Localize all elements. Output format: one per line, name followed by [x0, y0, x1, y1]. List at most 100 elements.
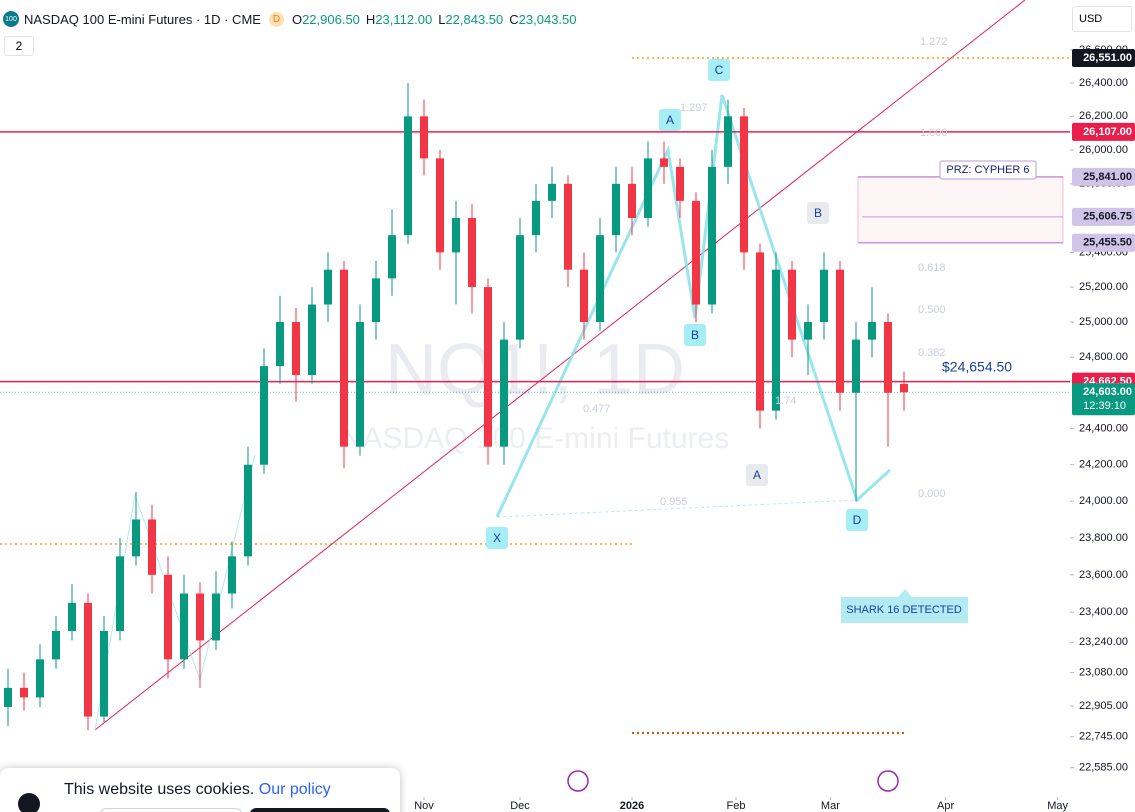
candle-body — [228, 556, 236, 594]
candle-body — [180, 593, 188, 660]
candle-body — [644, 158, 652, 218]
y-tick-label: 24,000.00 — [1079, 495, 1128, 507]
candle-body — [36, 659, 44, 698]
candle-body — [324, 269, 332, 305]
x-tick-label: Apr — [937, 800, 954, 812]
notice-pointer — [898, 589, 912, 597]
candle-body — [436, 158, 444, 253]
pattern-label: B — [691, 328, 699, 342]
price-label: 25,606.75 — [1083, 211, 1132, 223]
ohlc-item: C23,043.50 — [509, 12, 576, 27]
ohlc: O22,906.50 H23,112.00 L22,843.50 C23,043.50 — [292, 12, 583, 27]
y-tick-label: 26,000.00 — [1079, 144, 1128, 156]
candle-body — [564, 183, 572, 270]
candle-body — [372, 278, 380, 323]
header: 100 NASDAQ 100 E-mini Futures · 1D · CME… — [0, 8, 583, 30]
candle-body — [532, 200, 540, 236]
y-tick-label: 25,000.00 — [1079, 316, 1128, 328]
ohlc-item: L22,843.50 — [438, 12, 503, 27]
x-tick-label: Nov — [414, 800, 434, 812]
fib-label: 1.000 — [920, 127, 948, 139]
candle-body — [548, 183, 556, 201]
fib-label: 0.382 — [918, 347, 946, 359]
candle-body — [484, 287, 492, 447]
candle-body — [740, 116, 748, 253]
ohlc-key: L — [438, 11, 446, 27]
pattern-label: D — [853, 513, 862, 527]
price-label-box — [1072, 233, 1135, 252]
notice-box — [841, 597, 968, 623]
pattern-label-box — [746, 464, 768, 486]
candle-body — [116, 556, 124, 631]
cookie-banner: This website uses cookies. Our policy — [0, 768, 400, 812]
fib-label: 1.74 — [775, 395, 796, 407]
candle-body — [404, 116, 412, 236]
fib-label: 0.477 — [583, 403, 611, 415]
fib-label: 0.955 — [660, 496, 688, 508]
symbol-title: NASDAQ 100 E-mini Futures · 1D · CME — [24, 11, 261, 27]
x-tick-label: 2026 — [620, 800, 644, 812]
currency-select[interactable]: USD — [1072, 6, 1132, 32]
candle-body — [900, 383, 908, 393]
x-tick-label: Mar — [821, 800, 840, 812]
ohlc-value: 22,906.50 — [302, 11, 360, 27]
y-tick-label: 23,800.00 — [1079, 532, 1128, 544]
y-tick-label: 23,240.00 — [1079, 636, 1128, 648]
candle-body — [164, 574, 172, 660]
watermark-symbol: NQ1!, 1D — [385, 330, 685, 410]
pattern-label: B — [814, 206, 822, 220]
y-tick-label: 23,600.00 — [1079, 569, 1128, 581]
price-label: 24,603.00 — [1083, 386, 1132, 398]
price-label-box — [1072, 207, 1135, 226]
candle-body — [212, 593, 220, 641]
candle-body — [628, 183, 636, 218]
pattern-label-box — [486, 527, 508, 549]
candle-body — [420, 116, 428, 159]
y-tick-label: 22,585.00 — [1079, 762, 1128, 774]
price-label-box — [1072, 167, 1135, 186]
y-tick-label: 25,200.00 — [1079, 281, 1128, 293]
candle-body — [596, 235, 604, 323]
candle-body — [884, 322, 892, 393]
y-tick-label: 23,400.00 — [1079, 606, 1128, 618]
fib-label: 1.297 — [680, 102, 708, 114]
cookie-policy-link[interactable]: Our policy — [258, 781, 331, 798]
x-tick-label: May — [1047, 800, 1068, 812]
candle-body — [836, 269, 844, 393]
x-tick-label: Dec — [510, 800, 530, 812]
candle-body — [676, 166, 684, 201]
fib-label: 1.272 — [920, 36, 948, 48]
candle-body — [84, 602, 92, 717]
prz-label-box — [939, 160, 1037, 180]
price-label: 25,455.50 — [1083, 237, 1132, 249]
ohlc-item: H23,112.00 — [366, 12, 432, 27]
y-tick-label: 24,200.00 — [1079, 459, 1128, 471]
candle-body — [340, 269, 348, 447]
candle-body — [244, 464, 252, 557]
pattern-label: A — [666, 113, 674, 127]
price-label: 26,107.00 — [1083, 126, 1132, 138]
cookie-accept-button[interactable] — [250, 808, 390, 812]
y-tick-label: 22,745.00 — [1079, 731, 1128, 743]
y-tick-label: 23,080.00 — [1079, 667, 1128, 679]
candle-body — [260, 366, 268, 465]
cookie-button[interactable] — [100, 808, 242, 812]
trend-line — [94, 0, 1026, 731]
pattern-label-box — [807, 202, 829, 224]
price-label-box — [1072, 122, 1135, 141]
candle-body — [196, 593, 204, 641]
candle-body — [516, 235, 524, 340]
event-icon[interactable] — [877, 770, 899, 792]
prz-label: PRZ: CYPHER 6 — [946, 164, 1029, 176]
candle-body — [468, 217, 476, 288]
candle-body — [660, 158, 668, 167]
layout-count[interactable]: 2 — [4, 36, 34, 56]
event-icon[interactable] — [567, 770, 589, 792]
candle-body — [68, 602, 76, 631]
price-label: 26,551.00 — [1083, 52, 1132, 64]
x-tick-label: Feb — [727, 800, 746, 812]
candle-body — [20, 687, 28, 698]
candle-body — [852, 339, 860, 393]
